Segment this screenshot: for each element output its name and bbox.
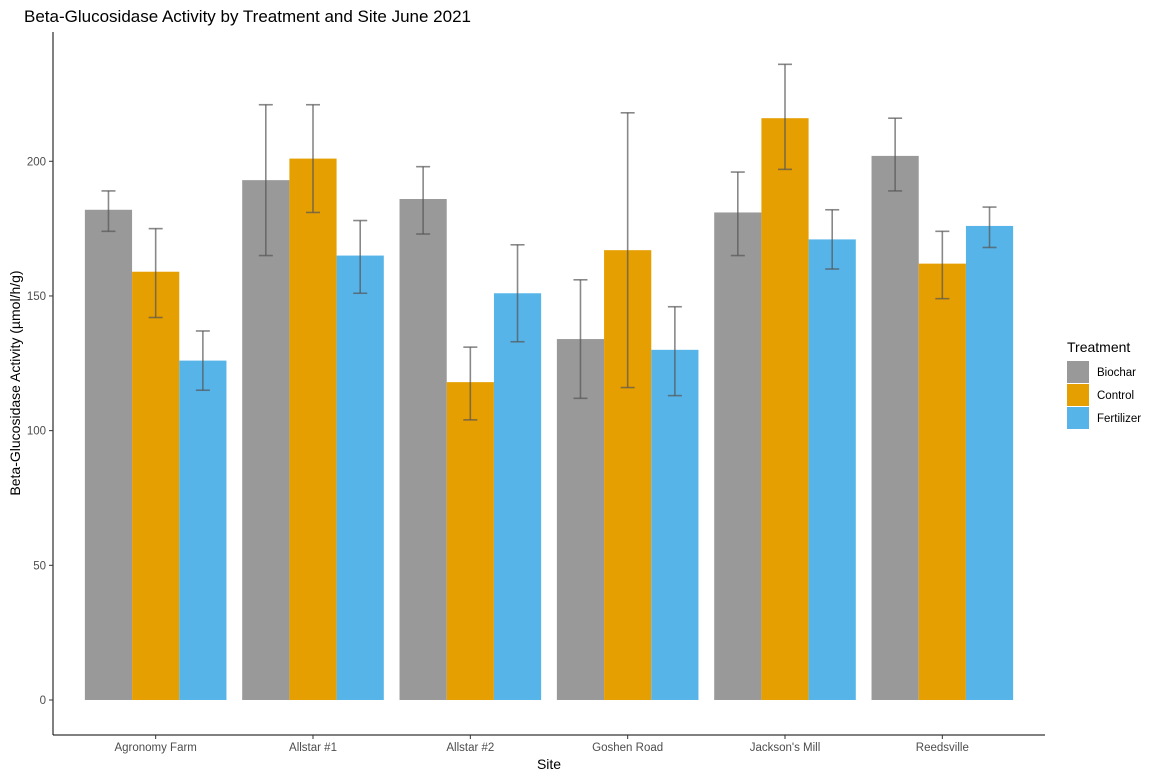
y-tick-label: 100 [27,426,46,438]
bar-biochar-4 [556,339,605,700]
legend-title: Treatment [1067,339,1130,355]
bar-biochar-2 [242,180,290,700]
legend: Treatment Biochar Control Fertilizer [1067,339,1141,429]
bar-biochar-1 [84,209,133,700]
bar-biochar-3 [399,198,447,700]
error-bars-layer [101,63,997,421]
error-bar-biochar-1 [101,190,116,233]
bar-fertilizer-6 [965,225,1014,700]
x-tick-label: Reedsville [916,742,969,754]
error-bar-control-5 [778,63,792,171]
x-tick-label: Agronomy Farm [114,742,196,754]
bar-control-5 [761,118,809,700]
y-tick-label: 150 [27,291,46,303]
error-bar-fertilizer-3 [510,243,525,343]
x-ticks: Agronomy Farm Allstar #1 Allstar #2 Goshen … [114,735,969,754]
y-tick-label: 200 [27,156,46,168]
error-bar-biochar-6 [888,117,903,192]
x-tick-label: Goshen Road [592,742,663,754]
error-bar-fertilizer-2 [353,219,368,295]
legend-swatch-biochar [1067,361,1089,383]
error-bar-fertilizer-5 [825,208,840,270]
bar-fertilizer-3 [493,293,542,700]
bar-control-6 [918,263,966,700]
legend-label-fertilizer: Fertilizer [1097,413,1141,425]
y-axis-label: Beta-Glucosidase Activity (µmol/h/g) [7,270,23,495]
x-tick-label: Allstar #2 [446,742,494,754]
bar-biochar-5 [714,212,762,700]
bar-control-2 [289,158,337,700]
bar-fertilizer-4 [651,349,699,700]
error-bar-fertilizer-6 [982,206,997,249]
bar-control-1 [132,271,180,700]
legend-label-biochar: Biochar [1097,367,1136,379]
error-bar-control-4 [620,112,635,389]
y-tick-label: 0 [40,695,46,707]
x-tick-label: Jackson's Mill [750,742,821,754]
error-bar-biochar-4 [573,279,588,400]
chart-title: Beta-Glucosidase Activity by Treatment a… [24,7,471,26]
y-ticks: 0 50 100 150 200 [27,156,53,707]
bar-control-3 [446,382,494,700]
error-bar-control-6 [935,230,950,300]
bar-biochar-6 [871,155,919,700]
error-bar-fertilizer-4 [667,305,682,397]
error-bar-biochar-3 [416,165,431,235]
y-tick-label: 50 [33,560,46,572]
error-bar-fertilizer-1 [195,330,210,392]
bar-fertilizer-2 [336,255,384,700]
bars-layer [84,118,1014,700]
x-axis-label: Site [537,756,561,772]
bar-fertilizer-5 [808,239,856,700]
error-bar-control-2 [306,103,320,214]
x-tick-label: Allstar #1 [289,742,337,754]
error-bar-control-1 [148,227,163,319]
legend-swatch-control [1067,384,1089,406]
bar-fertilizer-1 [179,360,227,700]
legend-label-control: Control [1097,390,1134,402]
error-bar-biochar-2 [258,103,273,257]
legend-swatch-fertilizer [1067,407,1089,429]
error-bar-biochar-5 [730,171,745,257]
error-bar-control-3 [463,346,478,421]
